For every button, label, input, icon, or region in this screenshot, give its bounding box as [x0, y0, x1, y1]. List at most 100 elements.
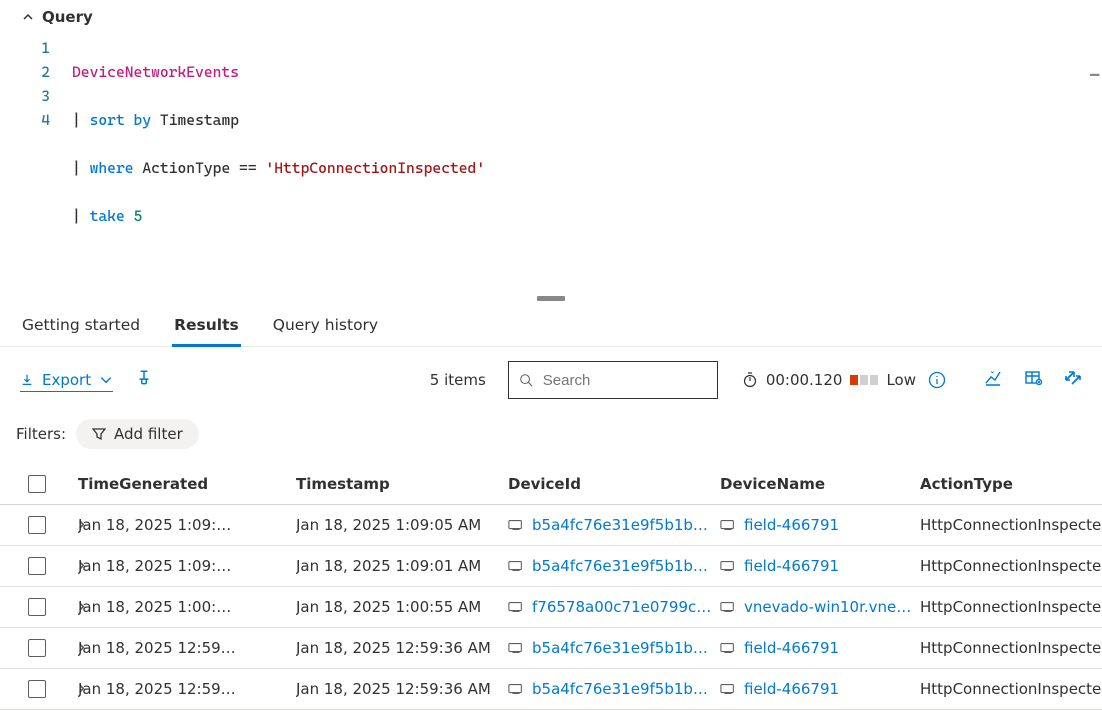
resource-bars	[850, 375, 878, 385]
search-field[interactable]	[543, 372, 707, 389]
results-table: TimeGenerated Timestamp DeviceId DeviceN…	[0, 463, 1102, 710]
token-keyword: by	[134, 111, 152, 129]
table-row[interactable]: Jan 18, 2025 1:09:… Jan 18, 2025 1:09:05…	[0, 505, 1102, 546]
table-row[interactable]: Jan 18, 2025 1:00:… Jan 18, 2025 1:00:55…	[0, 587, 1102, 628]
token-number: 5	[134, 207, 143, 225]
table-row[interactable]: Jan 18, 2025 12:59… Jan 18, 2025 12:59:3…	[0, 669, 1102, 710]
export-button[interactable]: Export	[20, 369, 113, 392]
token-pipe: |	[72, 111, 81, 129]
table-row[interactable]: Jan 18, 2025 12:59… Jan 18, 2025 12:59:3…	[0, 628, 1102, 669]
cell-device-id[interactable]: b5a4fc76e31e9f5b1b…	[508, 680, 720, 698]
elapsed-time: 00:00.120	[766, 371, 843, 389]
chevron-down-icon	[99, 373, 113, 387]
col-time-generated[interactable]: TimeGenerated	[78, 475, 296, 493]
token-keyword: sort	[90, 111, 125, 129]
col-action-type[interactable]: ActionType	[920, 475, 1102, 493]
token-string: 'HttpConnectionInspected'	[265, 159, 485, 177]
add-filter-button[interactable]: Add filter	[76, 419, 199, 449]
chart-button[interactable]	[984, 369, 1002, 391]
row-checkbox[interactable]	[28, 598, 46, 616]
device-id-link: b5a4fc76e31e9f5b1b…	[532, 557, 708, 575]
pane-splitter[interactable]	[0, 296, 1102, 302]
select-all-checkbox[interactable]	[28, 475, 46, 493]
device-name-link: field-466791	[744, 680, 839, 698]
cell-timestamp: Jan 18, 2025 12:59:36 AM	[296, 639, 508, 657]
cell-action-type: HttpConnectionInspected	[920, 557, 1102, 575]
code-editor[interactable]: 1 2 3 4 DeviceNetworkEvents | sort by Ti…	[0, 30, 1102, 276]
query-title: Query	[42, 8, 93, 26]
row-checkbox[interactable]	[28, 680, 46, 698]
cell-device-id[interactable]: b5a4fc76e31e9f5b1b…	[508, 516, 720, 534]
add-filter-label: Add filter	[114, 425, 183, 443]
minimize-icon[interactable]: –	[1089, 64, 1100, 88]
cell-device-name[interactable]: field-466791	[720, 639, 920, 657]
row-checkbox[interactable]	[28, 557, 46, 575]
cell-time-generated: Jan 18, 2025 1:09:…	[78, 516, 296, 534]
chevron-up-icon	[22, 11, 34, 23]
cell-timestamp: Jan 18, 2025 1:09:01 AM	[296, 557, 508, 575]
view-tools	[984, 369, 1082, 391]
columns-button[interactable]	[1024, 369, 1042, 391]
expand-button[interactable]	[1064, 369, 1082, 391]
results-toolbar: Export 5 items 00:00.120 Low	[0, 347, 1102, 413]
items-count: 5 items	[430, 371, 486, 389]
filters-label: Filters:	[16, 425, 66, 443]
device-id-link: b5a4fc76e31e9f5b1b…	[532, 516, 708, 534]
tab-query-history[interactable]: Query history	[271, 306, 380, 346]
tab-results[interactable]: Results	[172, 306, 241, 346]
query-panel: Query 1 2 3 4 DeviceNetworkEvents | sort…	[0, 0, 1102, 288]
line-number: 4	[0, 108, 50, 132]
line-number-gutter: 1 2 3 4	[0, 36, 72, 276]
cell-device-id[interactable]: b5a4fc76e31e9f5b1b…	[508, 557, 720, 575]
cell-action-type: HttpConnectionInspected	[920, 639, 1102, 657]
cell-timestamp: Jan 18, 2025 12:59:36 AM	[296, 680, 508, 698]
code-content[interactable]: DeviceNetworkEvents | sort by Timestamp …	[72, 36, 485, 276]
table-row[interactable]: Jan 18, 2025 1:09:… Jan 18, 2025 1:09:01…	[0, 546, 1102, 587]
token-identifier: ActionType	[142, 159, 230, 177]
query-header[interactable]: Query	[0, 8, 1102, 30]
info-icon[interactable]	[928, 371, 946, 389]
export-label: Export	[42, 371, 91, 389]
device-icon	[508, 641, 524, 655]
cell-time-generated: Jan 18, 2025 1:09:…	[78, 557, 296, 575]
download-icon	[20, 373, 34, 387]
cell-device-id[interactable]: f76578a00c71e0799c…	[508, 598, 720, 616]
token-pipe: |	[72, 207, 81, 225]
cell-device-name[interactable]: field-466791	[720, 516, 920, 534]
line-number: 1	[0, 36, 50, 60]
token-operator: ==	[239, 159, 257, 177]
cell-device-name[interactable]: field-466791	[720, 680, 920, 698]
device-icon	[720, 641, 736, 655]
device-name-link: vnevado-win10r.vnev…	[744, 598, 912, 616]
cell-time-generated: Jan 18, 2025 12:59…	[78, 639, 296, 657]
row-checkbox[interactable]	[28, 639, 46, 657]
row-checkbox[interactable]	[28, 516, 46, 534]
table-header: TimeGenerated Timestamp DeviceId DeviceN…	[0, 463, 1102, 505]
cell-action-type: HttpConnectionInspected	[920, 598, 1102, 616]
device-id-link: f76578a00c71e0799c…	[532, 598, 711, 616]
cell-time-generated: Jan 18, 2025 1:00:…	[78, 598, 296, 616]
pin-button[interactable]	[129, 367, 159, 393]
line-number: 3	[0, 84, 50, 108]
cell-action-type: HttpConnectionInspected	[920, 680, 1102, 698]
col-device-id[interactable]: DeviceId	[508, 475, 720, 493]
device-icon	[720, 518, 736, 532]
tab-getting-started[interactable]: Getting started	[20, 306, 142, 346]
cell-device-name[interactable]: field-466791	[720, 557, 920, 575]
token-table: DeviceNetworkEvents	[72, 63, 239, 81]
device-icon	[508, 682, 524, 696]
device-name-link: field-466791	[744, 639, 839, 657]
stopwatch-icon	[742, 372, 758, 388]
cell-time-generated: Jan 18, 2025 12:59…	[78, 680, 296, 698]
filters-row: Filters: Add filter	[0, 413, 1102, 463]
cell-action-type: HttpConnectionInspected	[920, 516, 1102, 534]
search-icon	[519, 372, 533, 388]
results-tabs: Getting started Results Query history	[0, 302, 1102, 347]
search-input[interactable]	[508, 361, 718, 399]
col-timestamp[interactable]: Timestamp	[296, 475, 508, 493]
device-icon	[720, 682, 736, 696]
cell-device-id[interactable]: b5a4fc76e31e9f5b1b…	[508, 639, 720, 657]
cell-device-name[interactable]: vnevado-win10r.vnev…	[720, 598, 920, 616]
col-device-name[interactable]: DeviceName	[720, 475, 920, 493]
device-id-link: b5a4fc76e31e9f5b1b…	[532, 639, 708, 657]
